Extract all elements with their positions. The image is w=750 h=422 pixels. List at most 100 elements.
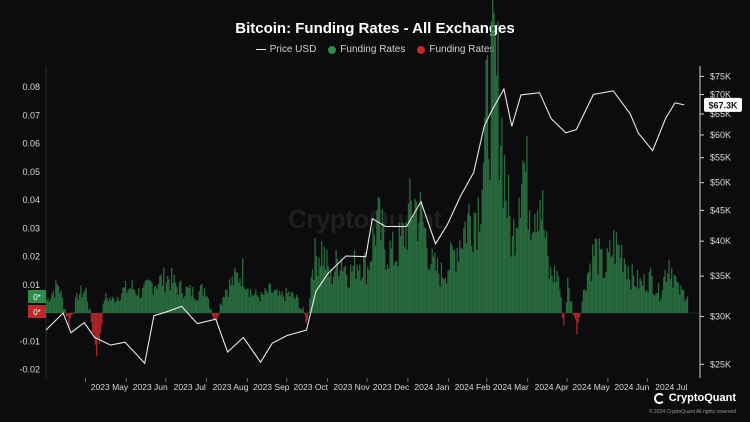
funding-bar-positive [294,298,297,313]
funding-bar-positive [418,222,420,313]
brand-logo[interactable]: CryptoQuant [653,392,736,404]
funding-bar-positive [347,287,349,313]
funding-bar-positive [219,303,221,313]
funding-bar-positive [543,229,545,313]
funding-bar-positive [230,284,232,313]
legend-funding-negative[interactable]: Funding Rates [417,44,494,55]
funding-bar-negative [211,313,214,316]
funding-bar-positive [156,288,158,313]
funding-bar-positive [552,282,554,313]
funding-bar-positive [474,213,477,313]
funding-bar-negative [577,313,579,323]
funding-bar-positive [449,242,452,313]
funding-bar-positive [155,285,157,313]
legend-price[interactable]: Price USD [255,44,316,55]
price-tag-label: $67.3K [708,100,738,110]
funding-bar-positive [646,289,648,313]
funding-bar-positive [423,227,425,313]
funding-bar-positive [615,232,618,313]
funding-bar-positive [551,275,553,313]
funding-bar-positive [206,296,208,313]
funding-bar-positive [482,162,485,313]
funding-bar-positive [277,295,279,313]
funding-bar-positive [598,238,600,313]
funding-bar-positive [544,237,547,313]
funding-bar-positive [640,281,643,313]
funding-bar-positive [485,59,487,314]
funding-bar-positive [455,271,457,313]
funding-bar-positive [284,301,286,313]
funding-bar-positive [411,219,414,313]
funding-bar-positive [117,296,119,313]
x-tick-label: 2024 Jan [414,382,449,392]
funding-bar-positive [547,255,549,313]
funding-bar-positive [57,286,60,313]
funding-bar-positive [281,291,283,313]
funding-bar-positive [501,117,503,313]
funding-bar-positive [282,296,285,313]
x-tick-label: 2024 Mar [493,382,529,392]
funding-bar-positive [363,255,365,313]
funding-bar-positive [602,277,604,313]
funding-bar-positive [131,280,133,313]
funding-bar-positive [249,288,252,313]
funding-bar-positive [293,297,295,313]
x-tick-label: 2024 Feb [455,382,491,392]
funding-bar-negative [97,313,99,340]
y-left-tick-label: 0.01 [22,280,40,290]
funding-bar-positive [109,297,111,313]
funding-bar-positive [223,297,225,313]
funding-bar-positive [682,289,685,313]
funding-bar-positive [528,210,531,313]
funding-bar-negative [305,313,307,324]
funding-bar-positive [659,301,661,313]
legend-funding-positive[interactable]: Funding Rates [328,44,405,55]
cryptoquant-logo-icon [653,392,665,404]
funding-bar-positive [568,287,570,313]
funding-bar-positive [221,305,223,313]
funding-bar-positive [381,209,383,313]
funding-bar-positive [609,240,611,313]
y-left-tick-label: -0.02 [19,365,40,375]
funding-bar-negative [69,313,71,318]
funding-bar-positive [182,298,185,313]
funding-bar-positive [405,222,407,313]
funding-bar-positive [549,267,552,313]
funding-bar-positive [401,222,403,313]
funding-bar-positive [498,180,500,313]
funding-bar-positive [278,290,281,313]
funding-bar-positive [351,271,353,313]
funding-bar-negative [92,313,94,333]
funding-bar-positive [522,160,524,313]
funding-bar-positive [257,297,260,313]
funding-bar-positive [139,298,141,313]
y-left-tick-label: 0.06 [22,139,40,149]
funding-bar-positive [128,288,131,313]
funding-bar-positive [652,294,654,313]
funding-bar-positive [186,287,189,313]
funding-bar-positive [327,266,329,313]
funding-bar-positive [502,207,504,313]
funding-bar-negative [90,313,93,323]
funding-bar-positive [556,271,558,313]
funding-bar-positive [263,295,265,313]
funding-bar-positive [123,287,125,313]
funding-bar-positive [513,219,515,313]
funding-bar-positive [228,279,231,313]
funding-bar-positive [584,289,586,313]
funding-bar-positive [188,288,190,313]
funding-bar-positive [292,292,294,313]
funding-bar-positive [246,288,248,313]
funding-bar-negative [101,313,103,325]
funding-bar-positive [490,20,493,313]
funding-bar-positive [410,201,412,313]
brand-name: CryptoQuant [668,392,736,404]
y-left-tick-label: 0.03 [22,223,40,233]
funding-bar-positive [527,229,529,313]
funding-bar-positive [167,275,169,313]
funding-bar-positive [272,292,274,313]
funding-bar-positive [81,297,83,313]
funding-bar-positive [184,296,186,313]
funding-bar-positive [389,240,391,313]
funding-bar-positive [432,256,435,313]
